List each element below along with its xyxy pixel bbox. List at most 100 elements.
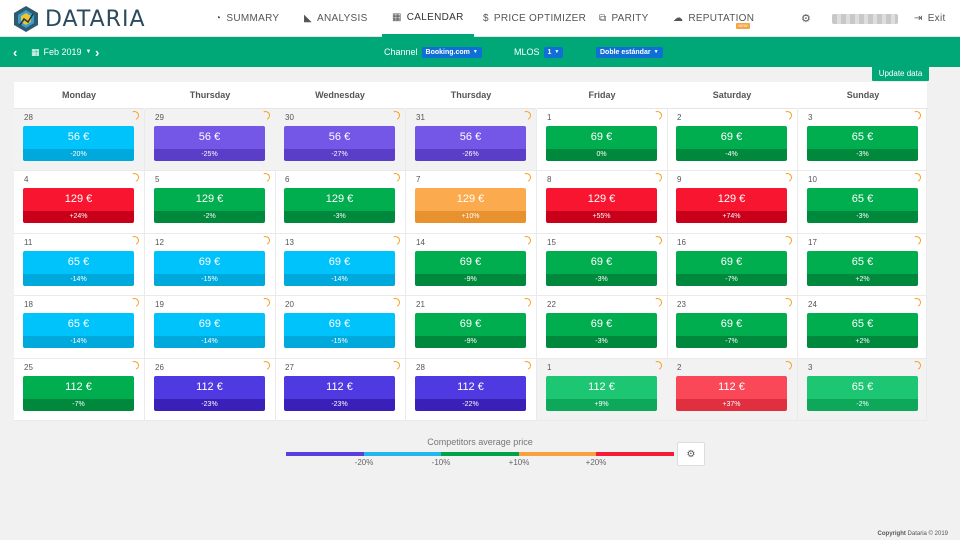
- nav-parity[interactable]: ⧉ PARITY: [599, 0, 649, 37]
- calendar-day-cell[interactable]: 14 69 € -9%: [406, 233, 537, 297]
- calendar-day-cell[interactable]: 2 112 € +37%: [667, 358, 798, 421]
- price-box[interactable]: 69 € -9%: [415, 250, 526, 286]
- copyright-text: Dataria © 2019: [907, 531, 948, 537]
- price-box[interactable]: 65 € +2%: [807, 250, 918, 286]
- price-box[interactable]: 65 € +2%: [807, 313, 918, 349]
- nav-price-optimizer[interactable]: $ PRICE OPTIMIZER: [483, 0, 586, 37]
- price-box[interactable]: 112 € +9%: [546, 375, 657, 411]
- price-box[interactable]: 69 € -14%: [284, 250, 395, 286]
- calendar-day-cell[interactable]: 19 69 € -14%: [145, 296, 276, 359]
- price-box[interactable]: 129 € +55%: [546, 188, 657, 224]
- calendar-day-cell[interactable]: 3 65 € -3%: [798, 109, 927, 172]
- day-header: Thursday: [406, 82, 536, 109]
- price-box[interactable]: 69 € -15%: [154, 250, 265, 286]
- prev-month-button[interactable]: ‹: [13, 44, 18, 60]
- calendar-day-cell[interactable]: 3 65 € -2%: [798, 358, 927, 421]
- calendar-day-cell[interactable]: 5 129 € -2%: [145, 171, 276, 234]
- legend-color-scale: [286, 452, 674, 456]
- price-box[interactable]: 112 € +37%: [676, 375, 787, 411]
- calendar-day-cell[interactable]: 7 129 € +10%: [406, 171, 537, 234]
- nav-calendar[interactable]: ▦ CALENDAR: [382, 0, 474, 37]
- price-box[interactable]: 129 € +24%: [23, 188, 134, 224]
- calendar-day-cell[interactable]: 31 56 € -26%: [406, 109, 537, 172]
- occupancy-indicator-icon: [259, 172, 272, 184]
- price-box[interactable]: 69 €0%: [546, 126, 657, 161]
- calendar-day-cell[interactable]: 4 129 € +24%: [14, 171, 145, 234]
- calendar-day-cell[interactable]: 20 69 € -15%: [275, 296, 406, 359]
- calendar-day-cell[interactable]: 8 129 € +55%: [537, 171, 668, 234]
- calendar-day-cell[interactable]: 18 65 € -14%: [14, 296, 145, 359]
- price-box[interactable]: 65 € -14%: [23, 250, 134, 286]
- calendar-day-cell[interactable]: 13 69 € -14%: [275, 233, 406, 297]
- calendar-day-cell[interactable]: 9 129 € +74%: [667, 171, 798, 234]
- calendar-day-cell[interactable]: 1 69 €0%: [537, 109, 668, 172]
- settings-icon[interactable]: ⚙: [801, 13, 812, 25]
- price-box[interactable]: 112 € -23%: [284, 375, 395, 411]
- price-box[interactable]: 56 € -25%: [154, 126, 265, 161]
- calendar-day-cell[interactable]: 10 65 € -3%: [798, 171, 927, 234]
- price-box[interactable]: 129 € -3%: [284, 188, 395, 224]
- nav-analysis[interactable]: ◣ ANALYSIS: [304, 0, 368, 37]
- gauge-icon: ◔: [215, 13, 222, 24]
- price-box[interactable]: 69 € -7%: [676, 313, 787, 349]
- price-box[interactable]: 69 € -9%: [415, 313, 526, 349]
- calendar-day-cell[interactable]: 15 69 € -3%: [537, 233, 668, 297]
- price-box[interactable]: 65 € -3%: [807, 188, 918, 224]
- price-box[interactable]: 112 € -23%: [154, 375, 265, 411]
- channel-dropdown[interactable]: Booking.com ▼: [421, 46, 482, 58]
- price-box[interactable]: 69 € -14%: [154, 313, 265, 349]
- update-data-button[interactable]: Update data: [872, 66, 929, 81]
- calendar-day-cell[interactable]: 21 69 € -9%: [406, 296, 537, 359]
- occupancy-indicator-icon: [128, 109, 141, 122]
- calendar-day-cell[interactable]: 30 56 € -27%: [275, 109, 406, 172]
- price-box[interactable]: 69 € -7%: [676, 250, 787, 286]
- price-box[interactable]: 56 € -26%: [415, 126, 526, 161]
- day-number: 11: [24, 237, 33, 247]
- price-change: -2%: [807, 398, 918, 411]
- price-box[interactable]: 129 € +74%: [676, 188, 787, 224]
- price-box[interactable]: 129 € -2%: [154, 188, 265, 224]
- price-box[interactable]: 112 € -7%: [23, 375, 134, 411]
- calendar-day-cell[interactable]: 27 112 € -23%: [275, 358, 406, 421]
- calendar-day-cell[interactable]: 1 112 € +9%: [537, 358, 668, 421]
- mlos-dropdown[interactable]: 1 ▼: [543, 46, 564, 58]
- day-number: 27: [285, 362, 294, 372]
- calendar-day-cell[interactable]: 17 65 € +2%: [798, 233, 927, 297]
- month-selector[interactable]: ▦ Feb 2019 ▼: [31, 37, 92, 67]
- price-box[interactable]: 65 € -14%: [23, 313, 134, 349]
- nav-summary[interactable]: ◔ SUMMARY: [215, 0, 279, 37]
- exit-button[interactable]: ⇥ Exit: [914, 0, 946, 37]
- legend-settings-button[interactable]: ⚙: [677, 442, 705, 466]
- price-box[interactable]: 65 € -3%: [807, 126, 918, 161]
- calendar-day-cell[interactable]: 28 112 € -22%: [406, 358, 537, 421]
- calendar-day-cell[interactable]: 23 69 € -7%: [667, 296, 798, 359]
- nav-reputation[interactable]: ☁ REPUTATION: [673, 0, 754, 37]
- price-box[interactable]: 112 € -22%: [415, 375, 526, 411]
- price-box[interactable]: 56 € -27%: [284, 126, 395, 161]
- price-box[interactable]: 69 € -3%: [546, 313, 657, 349]
- next-month-button[interactable]: ›: [95, 44, 100, 60]
- room-dropdown[interactable]: Doble estándar ▼: [596, 46, 663, 58]
- calendar-day-cell[interactable]: 25 112 € -7%: [14, 358, 145, 421]
- price-box[interactable]: 69 € -4%: [676, 126, 787, 161]
- calendar-day-cell[interactable]: 2 69 € -4%: [667, 109, 798, 172]
- price-box[interactable]: 129 € +10%: [415, 188, 526, 224]
- calendar-day-cell[interactable]: 11 65 € -14%: [14, 233, 145, 297]
- calendar-day-cell[interactable]: 22 69 € -3%: [537, 296, 668, 359]
- area-chart-icon: ◣: [304, 13, 312, 24]
- user-name-blurred[interactable]: [832, 14, 898, 24]
- price-box[interactable]: 65 € -2%: [807, 375, 918, 411]
- calendar-day-cell[interactable]: 26 112 € -23%: [145, 358, 276, 421]
- price-value: 129 €: [546, 188, 657, 212]
- calendar-day-cell[interactable]: 12 69 € -15%: [145, 233, 276, 297]
- nav-calendar-label: CALENDAR: [406, 11, 464, 23]
- calendar-day-cell[interactable]: 28 56 € -20%: [14, 109, 145, 172]
- dataria-logo[interactable]: DATARIA: [12, 4, 146, 34]
- price-box[interactable]: 69 € -15%: [284, 313, 395, 349]
- price-box[interactable]: 69 € -3%: [546, 250, 657, 286]
- price-box[interactable]: 56 € -20%: [23, 126, 134, 161]
- calendar-day-cell[interactable]: 29 56 € -25%: [145, 109, 276, 172]
- calendar-day-cell[interactable]: 16 69 € -7%: [667, 233, 798, 297]
- calendar-day-cell[interactable]: 24 65 € +2%: [798, 296, 927, 359]
- calendar-day-cell[interactable]: 6 129 € -3%: [275, 171, 406, 234]
